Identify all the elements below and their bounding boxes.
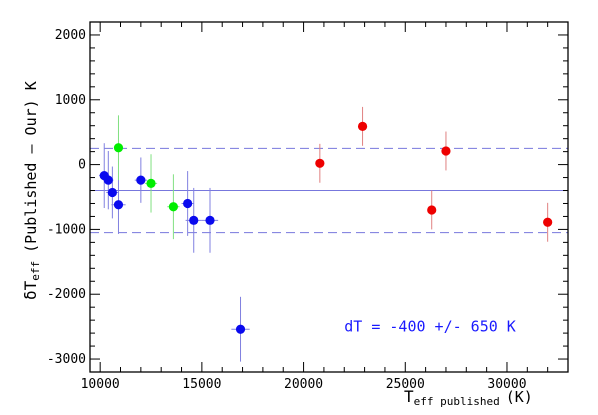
y-tick-label: 2000: [55, 28, 86, 43]
data-point-2-1: [357, 121, 368, 131]
y-axis-title-main: δT: [21, 280, 40, 300]
data-point-1-2: [168, 202, 178, 212]
y-axis-title-sub: eff: [29, 261, 42, 281]
data-point-0-5: [183, 198, 193, 209]
data-point-2-2: [427, 205, 437, 215]
data-point-0-7: [205, 215, 215, 225]
y-axis-title-rest: (Published – Our) K: [22, 81, 40, 253]
annotation: dT = -400 +/- 650 K: [344, 318, 516, 336]
y-tick-label: 1000: [55, 93, 86, 108]
x-axis-title: Teff published (K): [404, 387, 533, 408]
data-point-2-3: [441, 146, 451, 156]
data-point-1-0: [113, 143, 124, 153]
data-point-0-3: [113, 200, 124, 210]
x-axis-title-main: T: [404, 387, 414, 406]
reference-lines: [90, 147, 568, 234]
data-point-0-1: [103, 175, 113, 185]
x-tick-label: 20000: [284, 377, 323, 392]
x-tick-label: 10000: [81, 377, 120, 392]
data-point-0-4: [136, 175, 146, 185]
data-point-0-2: [107, 187, 117, 198]
y-tick-label: -1000: [47, 222, 86, 237]
y-tick-label: -2000: [47, 287, 86, 302]
data-point-0-6: [189, 215, 199, 225]
x-tick-label: 30000: [487, 377, 526, 392]
x-axis-title-sub: eff published: [414, 395, 500, 408]
y-tick-label: -3000: [47, 352, 86, 367]
y-axis-title: δTeff (Published – Our) K: [21, 81, 42, 300]
x-tick-label: 15000: [182, 377, 221, 392]
data-point-0-8: [235, 324, 246, 334]
y-tick-label: 0: [78, 158, 86, 173]
x-axis-title-unit: (K): [506, 388, 533, 406]
data-point-2-4: [543, 217, 553, 227]
axis-ticks: 10000 15000 20000 25000 30000-3000-2000-1000…: [47, 21, 569, 392]
data-point-2-0: [315, 158, 325, 168]
data-point-1-1: [146, 178, 156, 188]
plot-frame: [89, 21, 569, 373]
x-tick-label: 25000: [386, 377, 425, 392]
data-points: [99, 121, 553, 334]
